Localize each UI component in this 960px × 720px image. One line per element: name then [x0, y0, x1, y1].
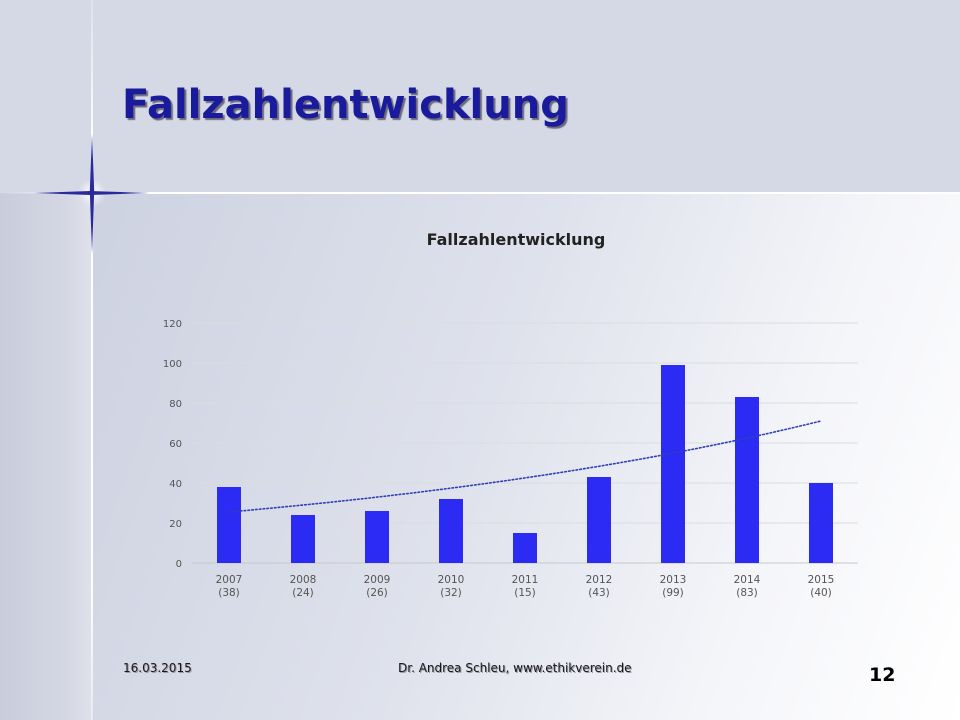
bar: [735, 397, 759, 563]
footer-author: Dr. Andrea Schleu, www.ethikverein.de: [398, 661, 632, 675]
x-tick-label: 2014 (83): [734, 574, 761, 599]
bar: [587, 477, 611, 563]
y-tick-label: 40: [169, 479, 182, 490]
footer-date: 16.03.2015: [123, 661, 192, 675]
bar: [809, 483, 833, 563]
bar: [365, 511, 389, 563]
chart-title: Fallzahlentwicklung: [427, 230, 606, 249]
x-tick-label: 2009 (26): [364, 574, 391, 599]
sparkle-star-icon: [34, 134, 150, 254]
x-tick-label: 2012 (43): [586, 574, 613, 599]
left-divider-line: [91, 0, 93, 720]
y-tick-label: 100: [163, 359, 182, 370]
y-tick-label: 80: [169, 399, 182, 410]
y-tick-label: 0: [176, 559, 182, 570]
bar: [513, 533, 537, 563]
y-tick-label: 60: [169, 439, 182, 450]
bar: [439, 499, 463, 563]
x-tick-label: 2013 (99): [660, 574, 687, 599]
y-axis-ticks: 0 20 40 60 80 100 120: [163, 319, 182, 570]
trendline: [228, 420, 822, 513]
x-axis-ticks: 2007 (38) 2008 (24) 2009 (26) 2010 (32) 2011 (15)…: [216, 574, 835, 599]
chart-trendline: [228, 420, 822, 513]
bar: [217, 487, 241, 563]
slide-title: Fallzahlentwicklung: [122, 82, 569, 128]
page-number: 12: [869, 664, 896, 686]
bar: [661, 365, 685, 563]
x-tick-label: 2008 (24): [290, 574, 317, 599]
content-background: [92, 193, 960, 720]
y-tick-label: 120: [163, 319, 182, 330]
chart-bars: [217, 365, 833, 563]
title-band: [0, 0, 960, 193]
x-tick-label: 2015 (40): [808, 574, 835, 599]
x-tick-label: 2010 (32): [438, 574, 465, 599]
y-tick-label: 20: [169, 519, 182, 530]
bar: [291, 515, 315, 563]
title-divider-line: [0, 192, 960, 194]
x-tick-label: 2011 (15): [512, 574, 539, 599]
x-tick-label: 2007 (38): [216, 574, 243, 599]
